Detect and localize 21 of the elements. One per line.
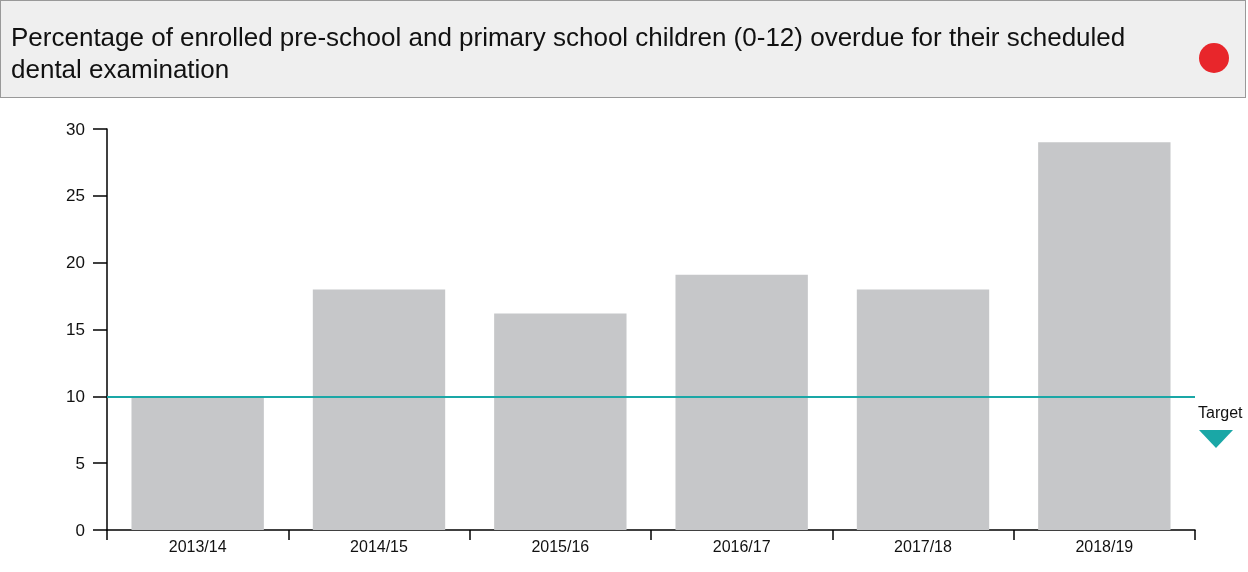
y-tick-label: 10: [66, 386, 85, 406]
y-tick-label: 0: [75, 520, 85, 540]
y-tick-label: 20: [66, 253, 85, 273]
bar: [675, 274, 808, 530]
chart-title: Percentage of enrolled pre-school and primary school children (0-12) overdue for their scheduled dental examination: [11, 21, 1127, 85]
bar: [856, 289, 990, 530]
y-tick-label: 5: [75, 453, 85, 473]
bar: [312, 289, 446, 530]
x-tick-label: 2013/14: [168, 537, 227, 555]
bar: [494, 313, 627, 530]
x-tick-label: 2017/18: [894, 537, 953, 555]
bar: [1038, 142, 1171, 530]
y-tick-label: 15: [66, 320, 85, 339]
x-tick-label: 2015/16: [531, 537, 590, 555]
y-tick-label: 30: [66, 119, 85, 139]
y-tick-label: 25: [66, 186, 85, 206]
x-tick-label: 2014/15: [350, 537, 409, 555]
ref-line-label: Target: [1198, 403, 1244, 421]
x-tick-label: 2016/17: [712, 537, 771, 555]
x-tick-label: 2018/19: [1075, 537, 1134, 555]
bar: [131, 396, 264, 530]
